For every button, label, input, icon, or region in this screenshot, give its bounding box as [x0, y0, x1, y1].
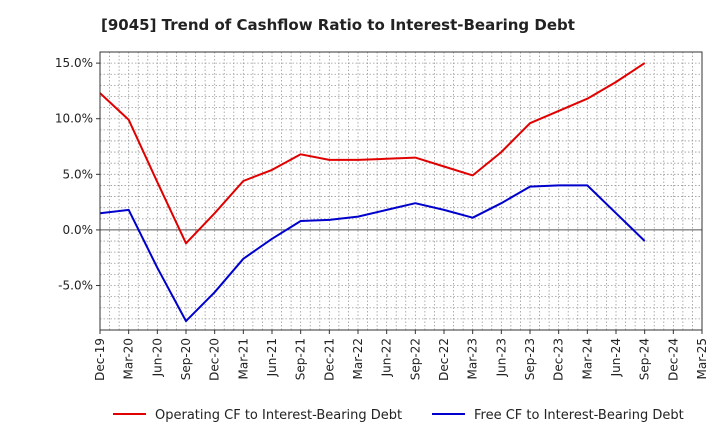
axes: -5.0% 0.0% 5.0% 10.0% 15.0% Dec-19 Mar-20 Jun-2…: [55, 51, 709, 381]
x-tick-label: Jun-24: [609, 338, 623, 377]
y-tick-label: 0.0%: [63, 223, 94, 237]
x-tick-label: Jun-20: [150, 338, 164, 377]
legend: Operating CF to Interest-Bearing Debt Fre…: [113, 408, 684, 423]
series-lines: [99, 62, 646, 323]
x-tick-label: Mar-23: [466, 338, 480, 379]
y-tick-label: 5.0%: [63, 167, 94, 181]
x-tick-label: Jun-23: [494, 338, 508, 377]
x-tick-label: Sep-20: [179, 338, 193, 380]
x-tick-label: Sep-21: [294, 338, 308, 380]
x-tick-label: Mar-25: [695, 338, 709, 379]
x-tick-label: Sep-23: [523, 338, 537, 380]
legend-label-2: Free CF to Interest-Bearing Debt: [474, 408, 684, 423]
plot-area: [100, 52, 702, 330]
plot-frame: [99, 51, 703, 331]
x-tick-label: Mar-20: [122, 338, 136, 379]
series-line-2: [99, 184, 646, 323]
x-tick-label: Mar-21: [236, 338, 250, 379]
y-tick-label: 15.0%: [55, 56, 93, 70]
x-tick-label: Dec-19: [93, 338, 107, 381]
x-tick-label: Jun-22: [380, 338, 394, 377]
x-tick-label: Mar-22: [351, 338, 365, 379]
x-tick-label: Dec-21: [322, 338, 336, 381]
legend-label-1: Operating CF to Interest-Bearing Debt: [155, 408, 402, 423]
x-tick-label: Dec-20: [208, 338, 222, 381]
plot-background: [100, 52, 702, 330]
y-tick-label: -5.0%: [58, 279, 93, 293]
x-tick-label: Mar-24: [580, 338, 594, 379]
y-tick-label: 10.0%: [55, 112, 93, 126]
x-tick-label: Sep-22: [408, 338, 422, 380]
series-line-1: [99, 62, 646, 245]
grid: [99, 51, 703, 331]
x-tick-label: Dec-23: [552, 338, 566, 381]
x-tick-label: Sep-24: [638, 338, 652, 380]
x-tick-label: Jun-21: [265, 338, 279, 377]
chart-title: [9045] Trend of Cashflow Ratio to Intere…: [101, 16, 575, 34]
x-tick-label: Dec-22: [437, 338, 451, 381]
x-tick-label: Dec-24: [666, 338, 680, 381]
